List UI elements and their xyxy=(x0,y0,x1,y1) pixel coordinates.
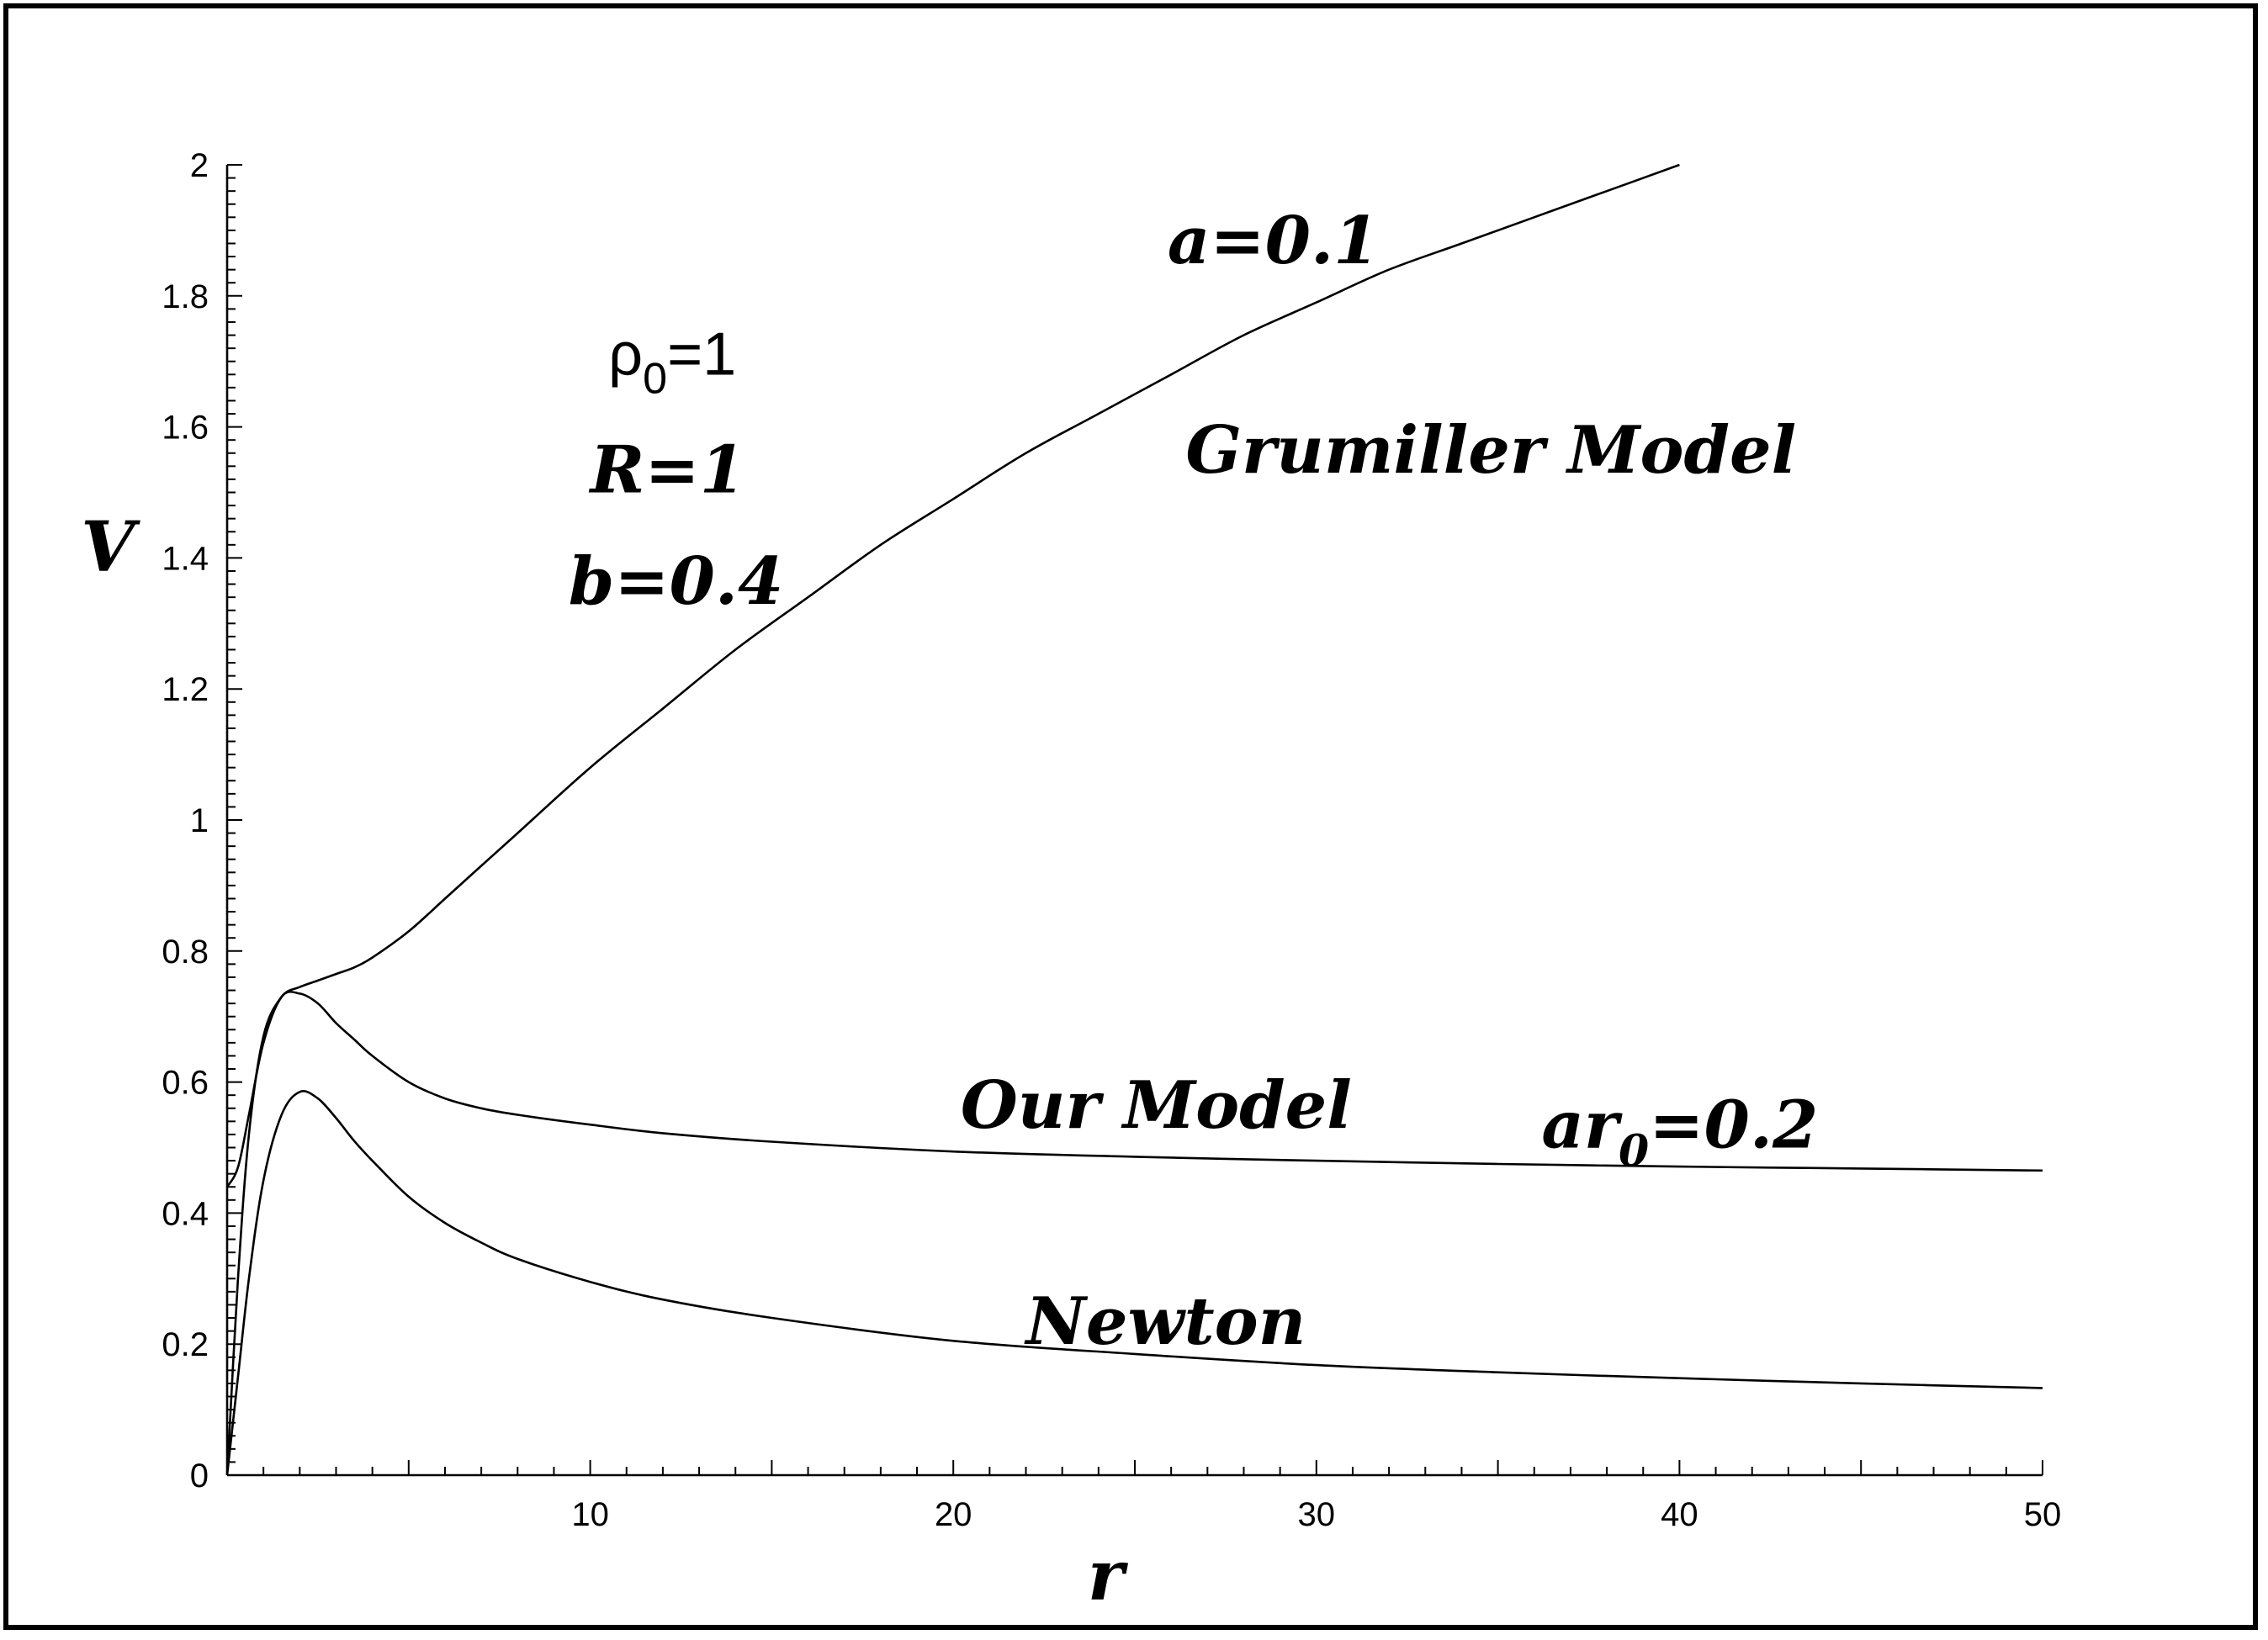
series-line-3 xyxy=(225,1090,2043,1476)
x-axis-title: r xyxy=(1088,1536,1129,1616)
chart-frame xyxy=(3,3,2258,1630)
x-tick-label: 40 xyxy=(1661,1496,1698,1533)
annotation-rho: ρ0=1 xyxy=(608,320,736,403)
y-tick-label: 0.4 xyxy=(162,1195,209,1232)
y-tick-label: 0.2 xyxy=(162,1326,209,1363)
x-tick-label: 20 xyxy=(935,1496,972,1533)
annotation-newton: Newton xyxy=(1024,1283,1306,1360)
y-tick-label: 1.2 xyxy=(162,671,209,708)
y-tick-label: 1.8 xyxy=(162,278,209,315)
y-tick-label: 0.8 xyxy=(162,934,209,971)
annotations: a=0.1 Grumiller Model ρ0=1 R=1 b=0.4 Our Mode… xyxy=(569,203,1819,1360)
annotation-a: a=0.1 xyxy=(1168,203,1380,279)
y-tick-label: 1.4 xyxy=(162,540,209,577)
y-axis-title: V xyxy=(81,507,140,588)
x-tick-label: 50 xyxy=(2024,1496,2062,1533)
x-tick-label: 30 xyxy=(1298,1496,1336,1533)
annotation-ar0: ar0=0.2 xyxy=(1541,1087,1818,1177)
x-tick-label: 10 xyxy=(571,1496,609,1533)
series-line-1 xyxy=(225,163,1680,1476)
annotation-grumiller: Grumiller Model xyxy=(1185,412,1796,489)
y-tick-label: 1 xyxy=(190,802,209,839)
annotation-b: b=0.4 xyxy=(569,543,784,620)
y-tick-label: 0 xyxy=(190,1457,209,1495)
annotation-ourmodel: Our Model xyxy=(961,1067,1352,1144)
y-tick-label: 0.6 xyxy=(162,1065,209,1102)
series-line-2 xyxy=(225,990,2043,1188)
y-tick-label: 1.6 xyxy=(162,410,209,447)
annotation-R: R=1 xyxy=(589,432,745,509)
curves xyxy=(225,163,2043,1476)
y-tick-label: 2 xyxy=(190,147,209,184)
axes: 10 20 30 40 50 0 0.2 0.4 0.6 0.8 1 1.2 1.4 1.6 1.8 2 r V xyxy=(81,147,2061,1616)
